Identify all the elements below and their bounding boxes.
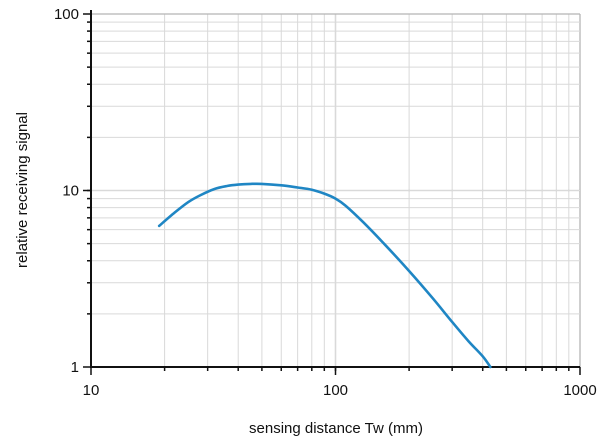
y-tick-label: 10 [62, 183, 79, 200]
series [157, 182, 492, 369]
series-line [157, 182, 492, 369]
x-tick-label: 1000 [563, 382, 596, 399]
y-axis-title: relative receiving signal [14, 112, 31, 268]
grid [91, 13, 581, 367]
x-tick-label: 10 [83, 382, 100, 399]
y-tick-label: 1 [71, 359, 79, 376]
y-tick-label: 100 [54, 6, 79, 23]
x-axis-title: sensing distance Tw (mm) [249, 420, 423, 437]
x-tick-label: 100 [323, 382, 348, 399]
